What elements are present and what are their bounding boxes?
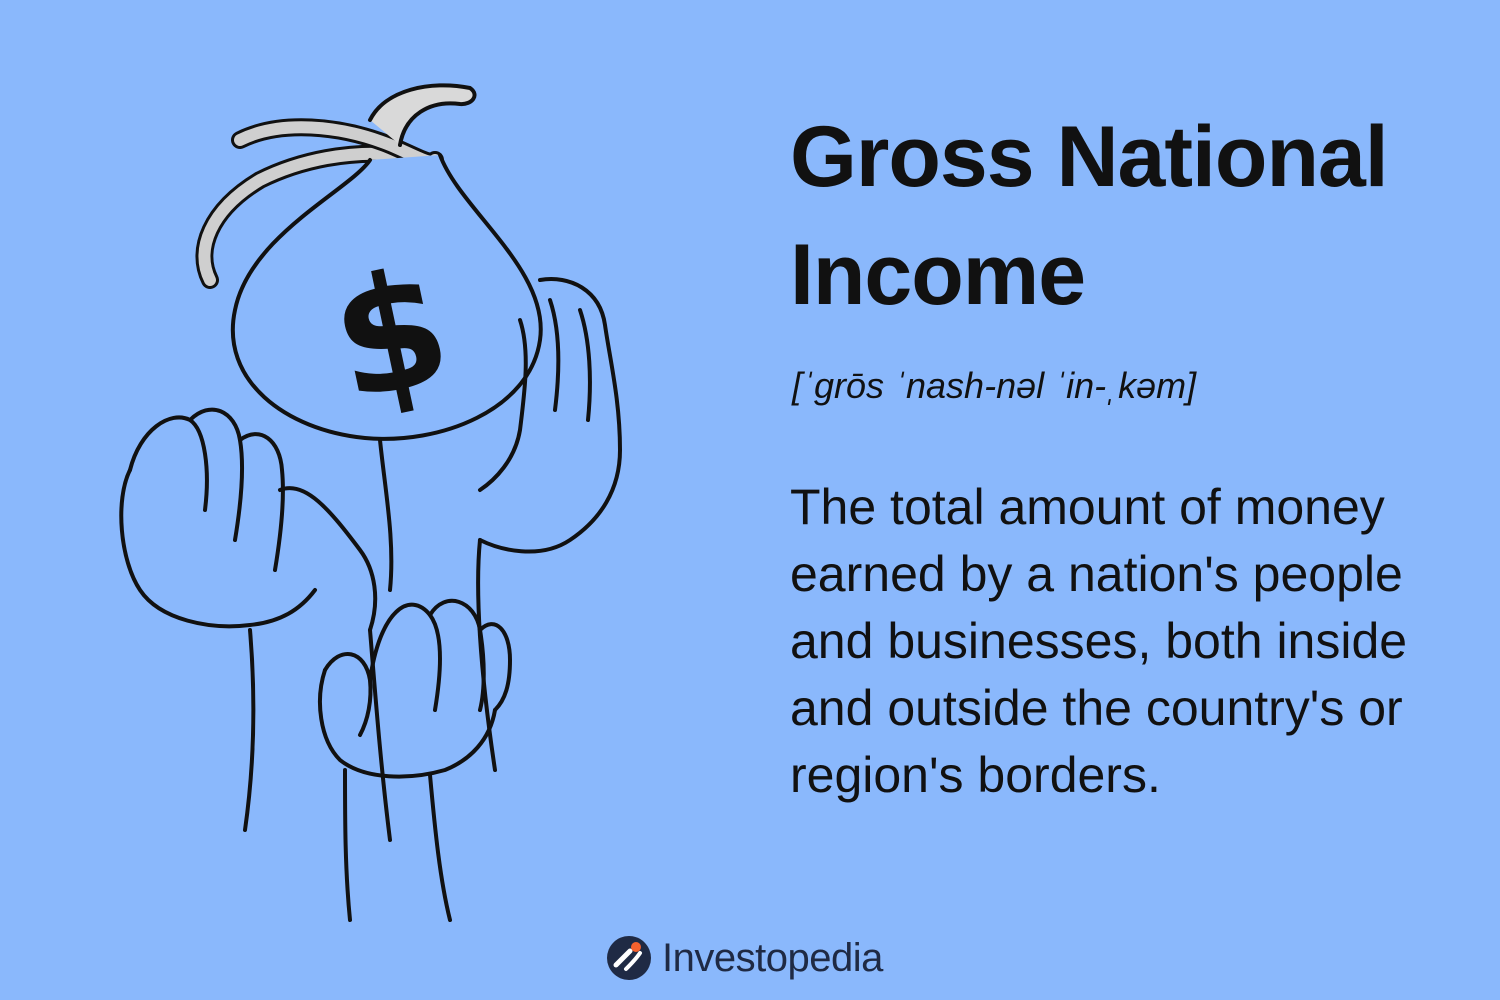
pronunciation-text: [ˈgrōs ˈnash-nəl ˈin-ˌkəm] [792,365,1197,406]
brand-name: Investopedia [662,935,883,980]
page-title: Gross National Income [790,109,1389,323]
definition-text: The total amount of money earned by a na… [790,479,1408,803]
money-bag-hands-icon: $ [119,83,622,922]
money-bag-hands-illustration: $ [100,70,660,940]
investopedia-logo-icon [607,936,651,980]
brand-footer: Investopedia [606,930,883,986]
